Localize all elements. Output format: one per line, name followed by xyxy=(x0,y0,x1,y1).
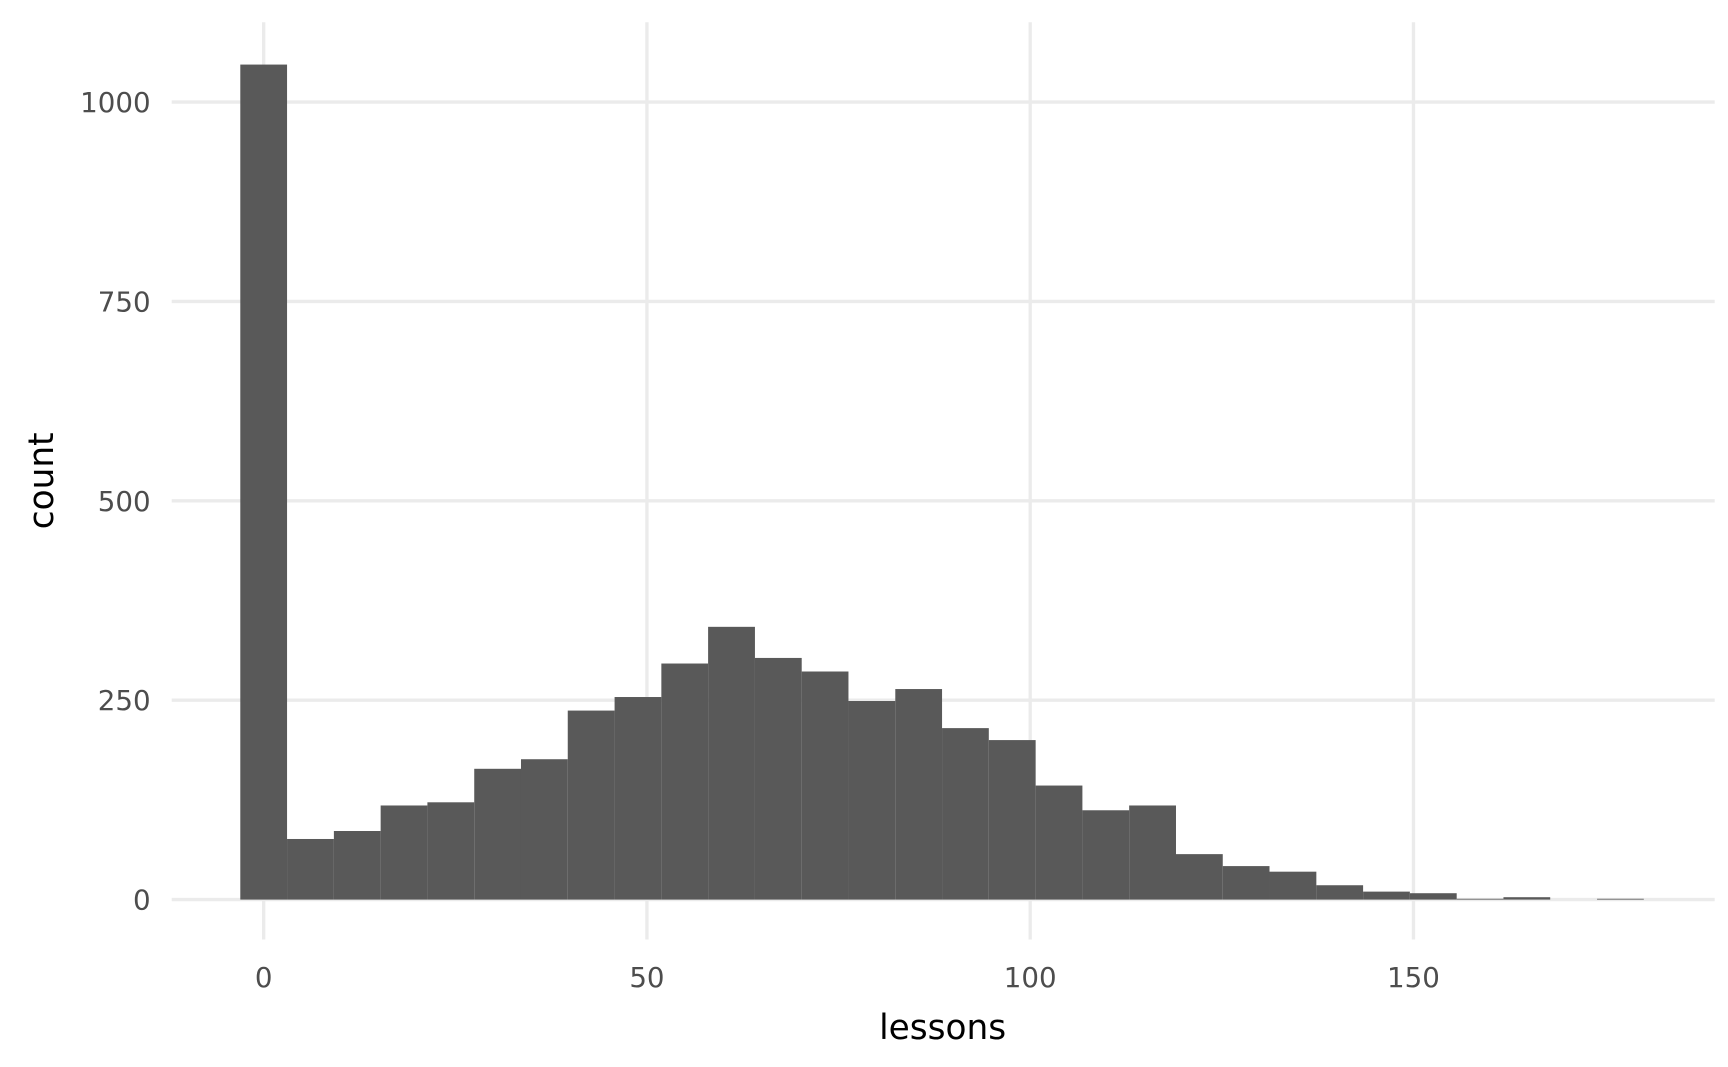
bar xyxy=(1175,854,1223,900)
bar xyxy=(661,663,709,900)
bar xyxy=(333,831,381,900)
y-tick-label: 500 xyxy=(98,485,151,518)
bar xyxy=(240,64,288,900)
bar xyxy=(1316,885,1364,900)
x-tick-label: 100 xyxy=(1004,961,1057,994)
bar xyxy=(754,657,802,900)
bar xyxy=(1035,785,1083,900)
bar xyxy=(988,740,1036,900)
bar xyxy=(1082,810,1130,900)
bar xyxy=(474,768,521,900)
x-axis-title: lessons xyxy=(879,1008,1006,1048)
y-tick-label: 250 xyxy=(98,684,151,717)
y-tick-label: 1000 xyxy=(80,86,150,119)
bar xyxy=(287,838,334,900)
bar xyxy=(1363,891,1410,900)
bar xyxy=(708,626,755,900)
x-tick-label: 0 xyxy=(255,961,273,994)
y-tick-label: 0 xyxy=(133,884,151,917)
bar xyxy=(380,805,428,900)
bar xyxy=(848,701,896,900)
x-tick-label: 50 xyxy=(629,961,664,994)
bar xyxy=(895,689,943,900)
bar xyxy=(1456,898,1504,900)
bar xyxy=(520,759,568,900)
bar xyxy=(942,728,989,900)
x-tick-label: 150 xyxy=(1387,961,1440,994)
bar xyxy=(1409,893,1457,900)
bar xyxy=(1269,871,1317,900)
y-tick-label: 750 xyxy=(98,285,151,318)
bar xyxy=(1503,897,1551,900)
bar xyxy=(1222,866,1270,900)
bar xyxy=(801,671,849,900)
bar xyxy=(567,710,615,900)
bar xyxy=(1597,898,1644,900)
bar xyxy=(1129,805,1176,900)
y-axis-title: count xyxy=(22,432,62,529)
bar xyxy=(427,802,475,900)
bar xyxy=(614,697,662,900)
